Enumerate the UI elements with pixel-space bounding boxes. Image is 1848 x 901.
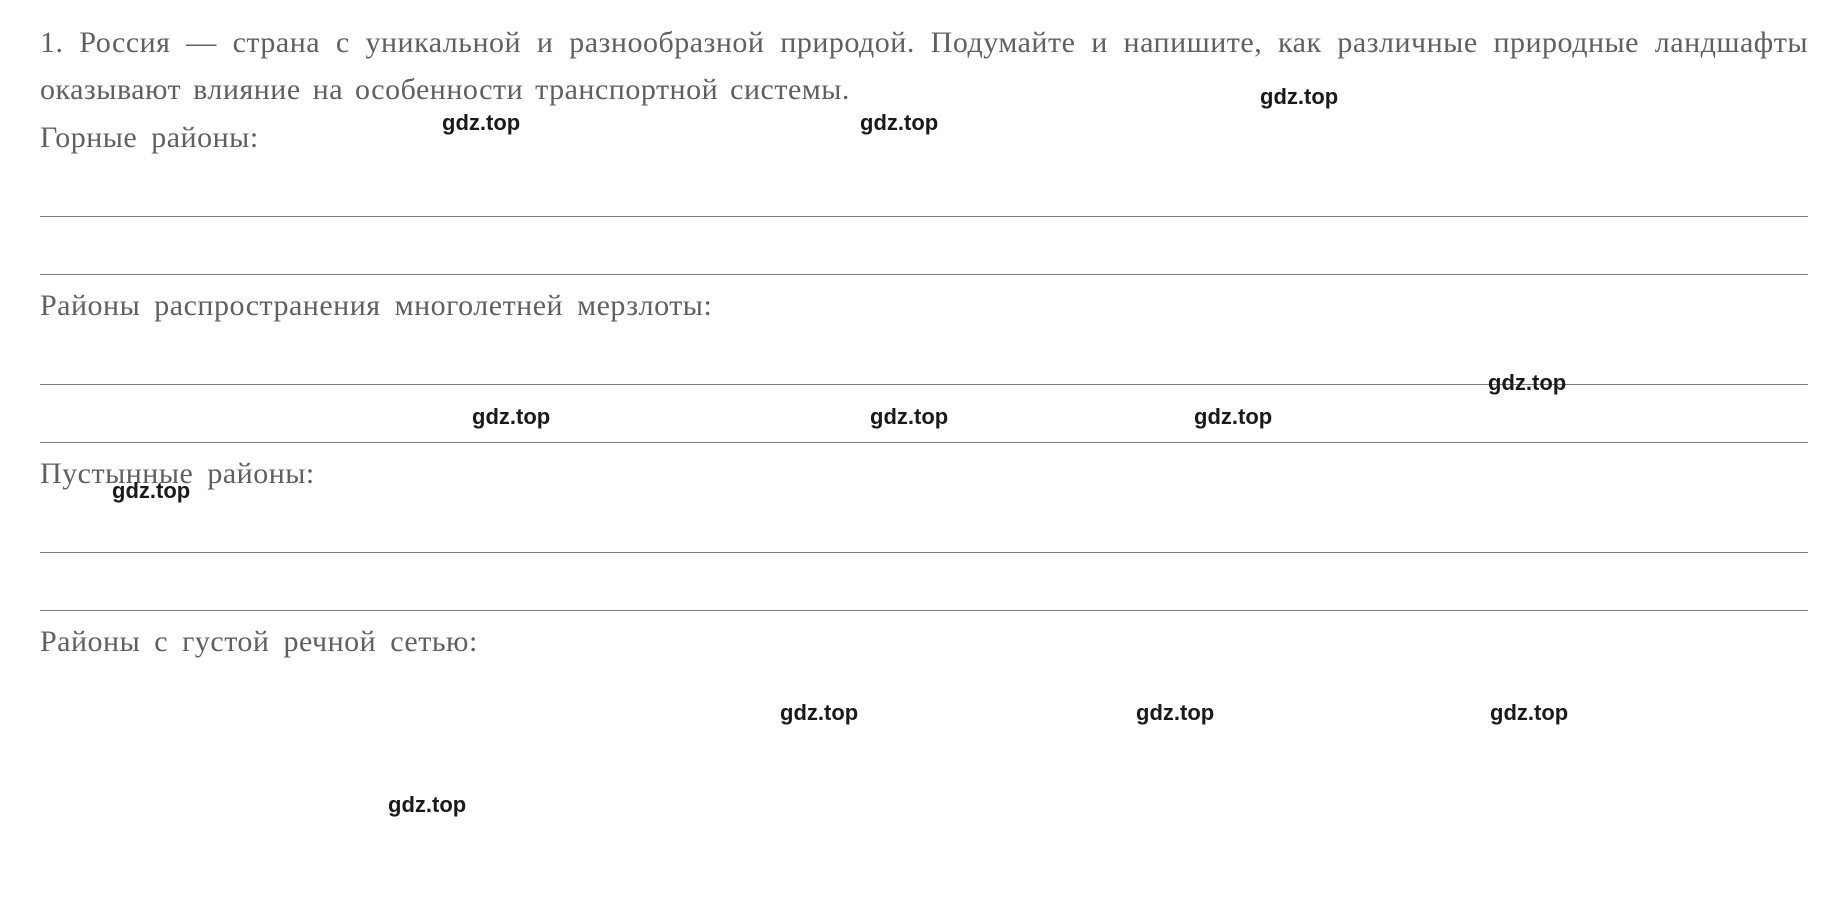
section-permafrost: Районы распространения многолетней мерзл… bbox=[40, 289, 1808, 443]
section-desert: Пустынные районы: bbox=[40, 457, 1808, 611]
section-label-permafrost: Районы распространения многолетней мерзл… bbox=[40, 289, 1808, 323]
question-body: Россия — страна с уникальной и разнообра… bbox=[40, 26, 1808, 106]
answer-line bbox=[40, 221, 1808, 275]
watermark-text: gdz.top bbox=[1490, 700, 1568, 726]
answer-line bbox=[40, 389, 1808, 443]
watermark-text: gdz.top bbox=[780, 700, 858, 726]
section-label-rivers: Районы с густой речной сетью: bbox=[40, 625, 1808, 659]
answer-line bbox=[40, 331, 1808, 385]
answer-line bbox=[40, 499, 1808, 553]
section-label-desert: Пустынные районы: bbox=[40, 457, 1808, 491]
section-label-mountain: Горные районы: bbox=[40, 121, 1808, 155]
watermark-text: gdz.top bbox=[388, 792, 466, 818]
question-text: 1. Россия — страна с уникальной и разноо… bbox=[40, 20, 1808, 113]
watermark-text: gdz.top bbox=[1136, 700, 1214, 726]
question-number: 1. bbox=[40, 26, 64, 59]
section-mountain: Горные районы: bbox=[40, 121, 1808, 275]
answer-line bbox=[40, 163, 1808, 217]
answer-line bbox=[40, 557, 1808, 611]
section-rivers: Районы с густой речной сетью: bbox=[40, 625, 1808, 659]
